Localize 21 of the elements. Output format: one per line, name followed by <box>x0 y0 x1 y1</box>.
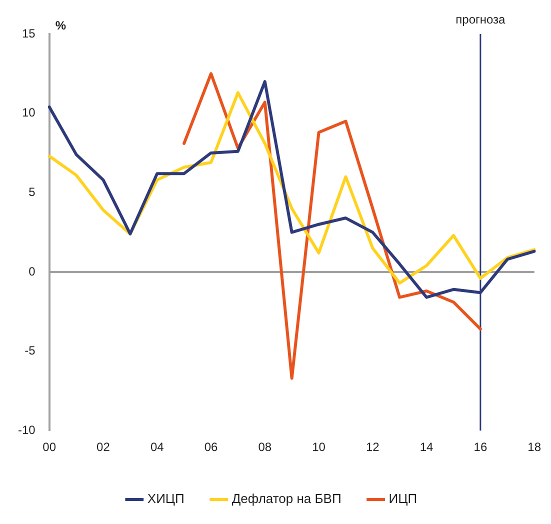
x-tick-label: 12 <box>366 440 380 454</box>
y-tick-label: 15 <box>22 26 36 40</box>
x-tick-label: 16 <box>474 440 488 454</box>
y-tick-label: 10 <box>22 106 36 120</box>
x-tick-label: 10 <box>312 440 326 454</box>
x-tick-label: 14 <box>420 440 434 454</box>
x-tick-label: 04 <box>150 440 164 454</box>
legend-label: ХИЦП <box>147 491 184 506</box>
x-tick-label: 02 <box>96 440 110 454</box>
y-tick-label: 0 <box>28 264 36 278</box>
ref-line-label: прогноза <box>456 12 506 26</box>
x-tick-label: 18 <box>528 440 542 454</box>
y-tick-label: 5 <box>28 184 36 199</box>
x-tick-label: 00 <box>42 440 56 454</box>
y-tick-label: -5 <box>24 344 36 358</box>
y-tick-label: -10 <box>18 422 36 437</box>
y-axis-title: % <box>55 18 66 32</box>
x-tick-label: 06 <box>204 440 218 454</box>
x-tick-label: 08 <box>258 440 272 454</box>
legend-label: Дефлатор на БВП <box>232 491 342 506</box>
legend-label: ИЦП <box>388 491 418 506</box>
